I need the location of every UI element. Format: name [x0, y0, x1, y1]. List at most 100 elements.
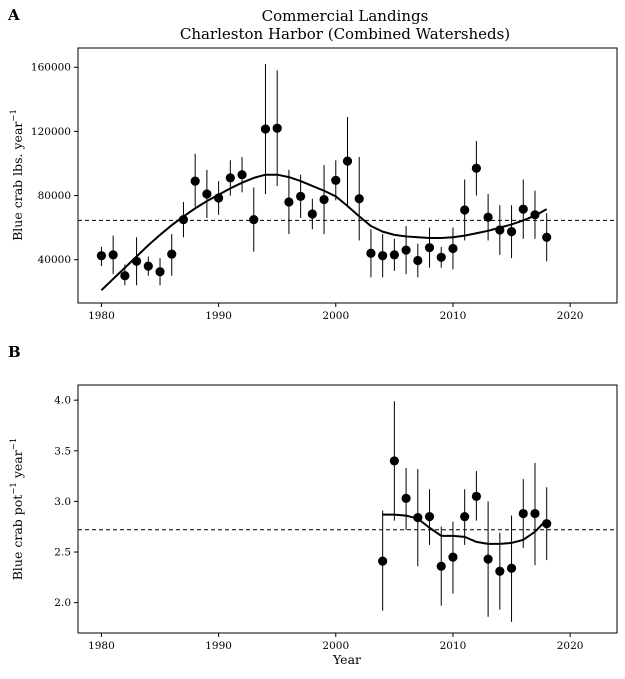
panel-a-data-point-1991 [225, 173, 235, 183]
panel-b-x-tick-label-2000: 2000 [322, 640, 349, 652]
panel-b-data-point-2006 [401, 493, 411, 503]
panel-b-points [378, 456, 552, 576]
panel-b-y-tick-label-0: 2.0 [54, 597, 71, 609]
panel-a-data-point-2003 [366, 248, 376, 258]
panel-a-data-point-1995 [272, 123, 282, 133]
panel-b-y-axis-label-exponent-1: −1 [9, 482, 19, 495]
panel-a-y-axis-label-main: Blue crab lbs. year [10, 122, 25, 241]
panel-a-data-point-1987 [178, 215, 189, 225]
panel-b-data-point-2016 [518, 508, 528, 519]
panel-b-data-point-2010 [448, 552, 458, 562]
panel-a-points [96, 123, 552, 281]
panel-a-x-tick-label-2020: 2020 [557, 310, 584, 322]
panel-b-x-tick-label-2010: 2010 [440, 640, 467, 652]
panel-b-y-ticks: 2.0 2.5 3.0 3.5 4.0 [54, 395, 78, 609]
panel-a-data-point-1984 [143, 261, 153, 271]
panel-a-x-tick-label-1980: 1980 [88, 310, 115, 322]
panel-a-data-point-1981 [108, 250, 118, 260]
chart-title-line-2: Charleston Harbor (Combined Watersheds) [180, 25, 510, 43]
panel-b-y-axis-label: Blue crab pot−1 year−1 [9, 438, 25, 581]
panel-b-x-ticks: 1980 1990 2000 2010 2020 [88, 633, 583, 652]
panel-b-y-axis-label-main: Blue crab pot [10, 495, 25, 581]
panel-a-data-point-2015 [506, 227, 517, 237]
panel-a-data-point-1997 [296, 191, 306, 201]
panel-b-y-tick-label-4: 4.0 [54, 395, 71, 407]
panel-b-y-tick-label-2: 3.0 [54, 496, 71, 508]
panel-a-y-ticks: 40000 80000 120000 160000 [31, 62, 78, 266]
panel-a-x-ticks: 1980 1990 2000 2010 2020 [88, 303, 583, 322]
panel-b-plot-frame [77, 384, 618, 634]
panel-a-data-point-1980 [96, 251, 107, 261]
panel-a-data-point-1989 [202, 189, 212, 199]
panel-a-data-point-2002 [354, 194, 364, 204]
panel-b-data-point-2012 [471, 491, 481, 501]
panel-b-y-axis-label-middle: year [10, 450, 25, 482]
panel-b-x-tick-label-1990: 1990 [205, 640, 232, 652]
panel-b-data-point-2008 [424, 511, 435, 522]
panel-b-data-point-2017 [530, 508, 540, 519]
panel-a-x-tick-label-2000: 2000 [322, 310, 349, 322]
panel-b-data-point-2015 [506, 563, 517, 573]
panel-b-data-point-2007 [413, 513, 423, 523]
panel-a-data-point-2009 [436, 252, 446, 262]
panel-b-x-tick-label-1980: 1980 [88, 640, 115, 652]
panel-b-data-point-2005 [389, 456, 399, 466]
panel-a-data-point-2007 [413, 255, 423, 266]
panel-b-plot: 1980 1990 2000 2010 2020 2.0 2.5 3.0 3.5 4.0 [54, 384, 618, 652]
panel-a: A 1980 1990 2000 2010 2020 40000800001200001… [7, 6, 618, 322]
panel-a-y-axis-label-exponent: −1 [9, 109, 19, 122]
panel-a-y-tick-label-0: 40000 [38, 254, 71, 266]
panel-b-data-point-2009 [436, 561, 446, 571]
panel-a-data-point-2001 [342, 156, 353, 166]
x-axis-label: Year [332, 652, 361, 667]
panel-a-data-point-2011 [460, 205, 470, 215]
panel-a-plot: 1980 1990 2000 2010 2020 40000 80000 120000 160… [31, 47, 618, 322]
panel-a-letter: A [7, 6, 20, 24]
panel-a-data-point-1988 [190, 176, 200, 186]
panel-a-data-point-2004 [378, 251, 388, 261]
panel-b-data-point-2013 [483, 554, 493, 564]
panel-a-plot-frame [77, 47, 618, 304]
panel-a-data-point-2005 [389, 250, 399, 260]
panel-b-letter: B [8, 343, 21, 361]
panel-a-data-point-1999 [319, 194, 329, 205]
panel-b-y-tick-label-3: 3.5 [54, 445, 71, 457]
panel-a-data-point-2014 [495, 225, 505, 235]
panel-a-x-tick-label-2010: 2010 [440, 310, 467, 322]
chart-title-line-1: Commercial Landings [262, 7, 429, 25]
panel-a-data-point-2006 [401, 245, 411, 255]
panel-b-y-tick-label-1: 2.5 [54, 547, 71, 559]
panel-a-data-point-2018 [542, 232, 552, 242]
panel-a-y-tick-label-1: 80000 [38, 190, 71, 202]
panel-a-data-point-2016 [518, 204, 528, 214]
panel-b-data-point-2011 [460, 511, 470, 522]
panel-a-data-point-1996 [284, 197, 294, 207]
panel-a-data-point-1985 [155, 267, 165, 277]
panel-a-data-point-2000 [331, 175, 341, 185]
panel-b-data-point-2004 [378, 556, 388, 566]
panel-b-y-axis-label-exponent-2: −1 [9, 438, 19, 451]
panel-a-data-point-1982 [120, 271, 130, 281]
panel-a-y-tick-label-2: 120000 [31, 126, 71, 138]
panel-b-data-point-2014 [495, 566, 505, 576]
panel-a-data-point-1992 [237, 170, 247, 180]
panel-a-data-point-1990 [214, 193, 224, 203]
panel-a-data-point-2010 [448, 243, 458, 254]
panel-a-data-point-1993 [249, 215, 259, 225]
panel-a-y-tick-label-3: 160000 [31, 62, 71, 74]
panel-a-data-point-1986 [167, 249, 177, 259]
panel-a-data-point-1983 [131, 256, 142, 266]
panel-a-data-point-2012 [471, 163, 481, 173]
panel-b-x-tick-label-2020: 2020 [557, 640, 584, 652]
panel-a-data-point-2017 [530, 210, 540, 220]
panel-a-data-point-1998 [307, 209, 317, 219]
panel-a-data-point-2008 [424, 243, 435, 253]
panel-a-x-tick-label-1990: 1990 [205, 310, 232, 322]
panel-a-data-point-2013 [483, 212, 493, 222]
panel-a-data-point-1994 [260, 124, 271, 134]
panel-b-data-point-2018 [542, 519, 552, 529]
panel-a-y-axis-label: Blue crab lbs. year−1 [9, 109, 25, 241]
panel-b: B 1980 1990 2000 2010 2020 2.0 2.5 3.0 3.5 4.0 B… [8, 343, 618, 652]
